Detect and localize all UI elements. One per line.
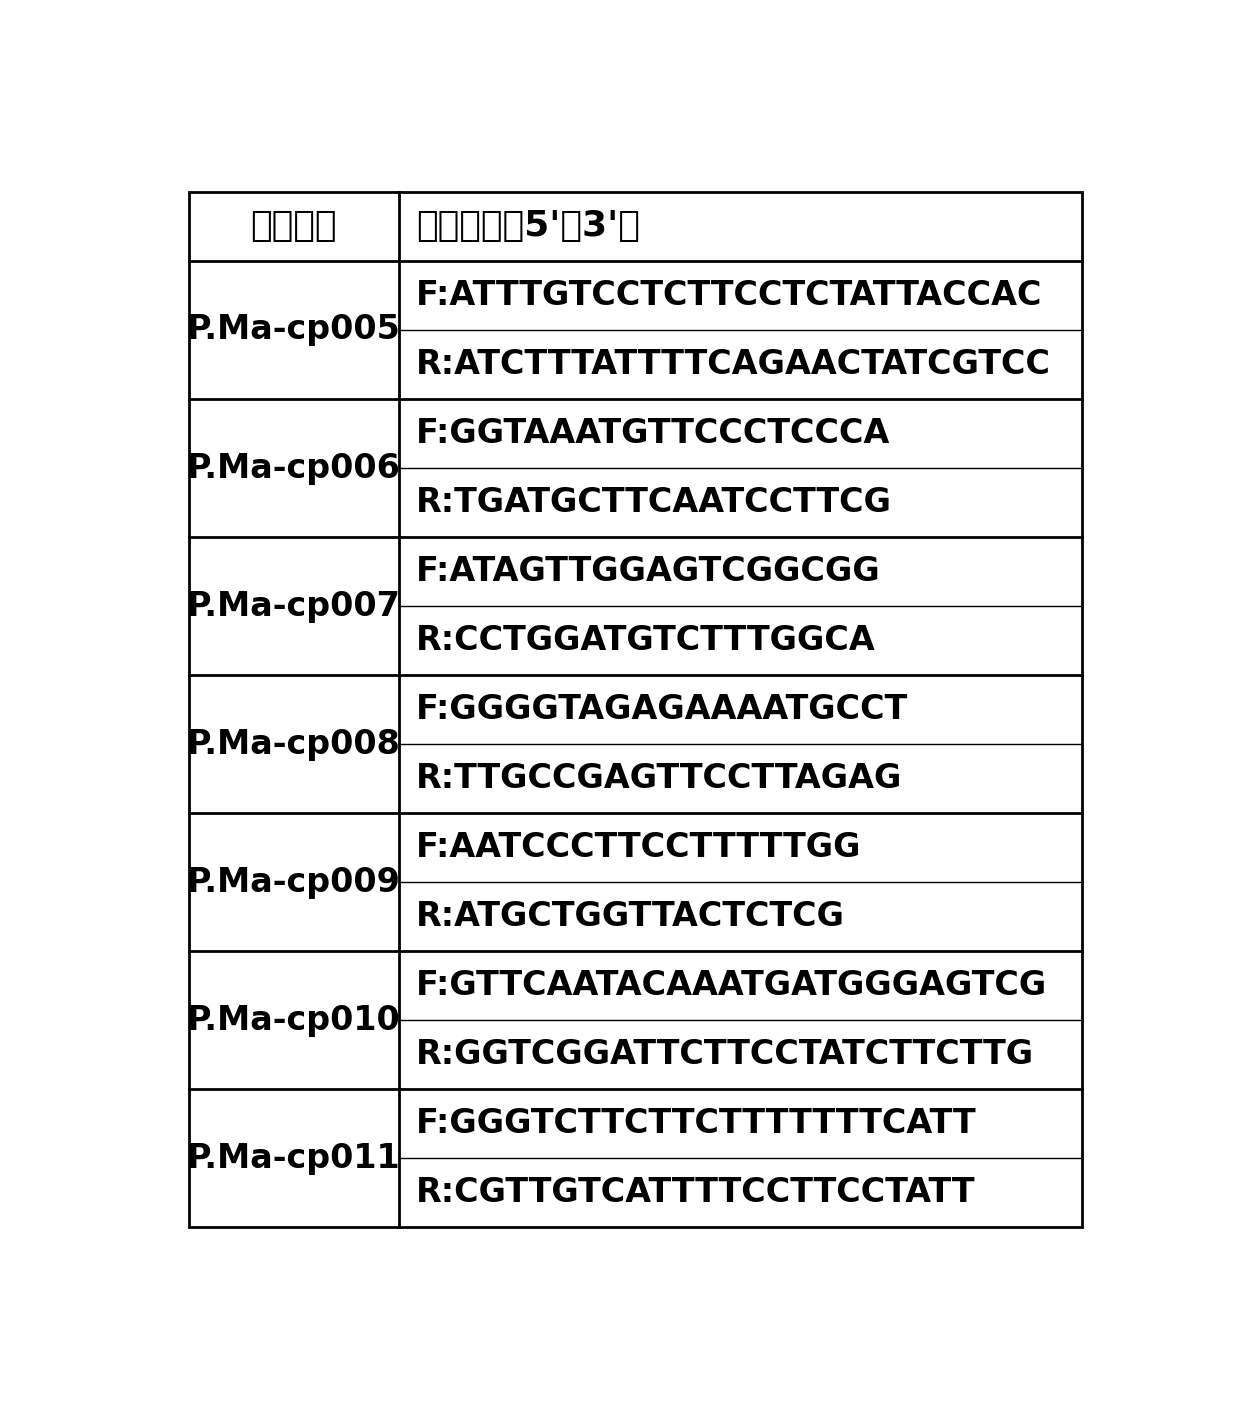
Text: P.Ma-cp009: P.Ma-cp009	[187, 866, 401, 899]
Text: R:CCTGGATGTCTTTGGCA: R:CCTGGATGTCTTTGGCA	[415, 623, 875, 657]
Text: F:ATTTGTCCTCTTCCTCTATTACCAC: F:ATTTGTCCTCTTCCTCTATTACCAC	[415, 279, 1043, 312]
Text: F:GTTCAATACAAATGATGGGAGTCG: F:GTTCAATACAAATGATGGGAGTCG	[415, 969, 1048, 1002]
Text: F:ATAGTTGGAGTCGGCGG: F:ATAGTTGGAGTCGGCGG	[415, 555, 880, 588]
Text: R:TGATGCTTCAATCCTTCG: R:TGATGCTTCAATCCTTCG	[415, 486, 892, 518]
Text: P.Ma-cp006: P.Ma-cp006	[187, 451, 401, 485]
Text: F:GGGGTAGAGAAAATGCCT: F:GGGGTAGAGAAAATGCCT	[415, 693, 908, 726]
Text: 引物序列（5'～3'）: 引物序列（5'～3'）	[415, 209, 640, 244]
Text: F:GGTAAATGTTCCCTCCCA: F:GGTAAATGTTCCCTCCCA	[415, 417, 890, 450]
Text: P.Ma-cp010: P.Ma-cp010	[187, 1005, 401, 1037]
Text: F:AATCCCTTCCTTTTTGG: F:AATCCCTTCCTTTTTGG	[415, 831, 862, 864]
Text: P.Ma-cp005: P.Ma-cp005	[187, 314, 401, 346]
Text: R:ATGCTGGTTACTCTCG: R:ATGCTGGTTACTCTCG	[415, 901, 844, 933]
Text: R:TTGCCGAGTTCCTTAGAG: R:TTGCCGAGTTCCTTAGAG	[415, 762, 903, 796]
Text: R:ATCTTTATTTTCAGAACTATCGTCC: R:ATCTTTATTTTCAGAACTATCGTCC	[415, 347, 1052, 381]
Text: P.Ma-cp007: P.Ma-cp007	[187, 590, 401, 622]
Text: R:GGTCGGATTCTTCCTATCTTCTTG: R:GGTCGGATTCTTCCTATCTTCTTG	[415, 1038, 1034, 1072]
Text: P.Ma-cp008: P.Ma-cp008	[187, 727, 401, 761]
Text: P.Ma-cp011: P.Ma-cp011	[187, 1142, 401, 1175]
Text: 引物名称: 引物名称	[250, 209, 337, 244]
Text: F:GGGTCTTCTTCTTTTTTTCATT: F:GGGTCTTCTTCTTTTTTTCATT	[415, 1107, 977, 1140]
Text: R:CGTTGTCATTTTCCTTCCTATT: R:CGTTGTCATTTTCCTTCCTATT	[415, 1177, 976, 1209]
